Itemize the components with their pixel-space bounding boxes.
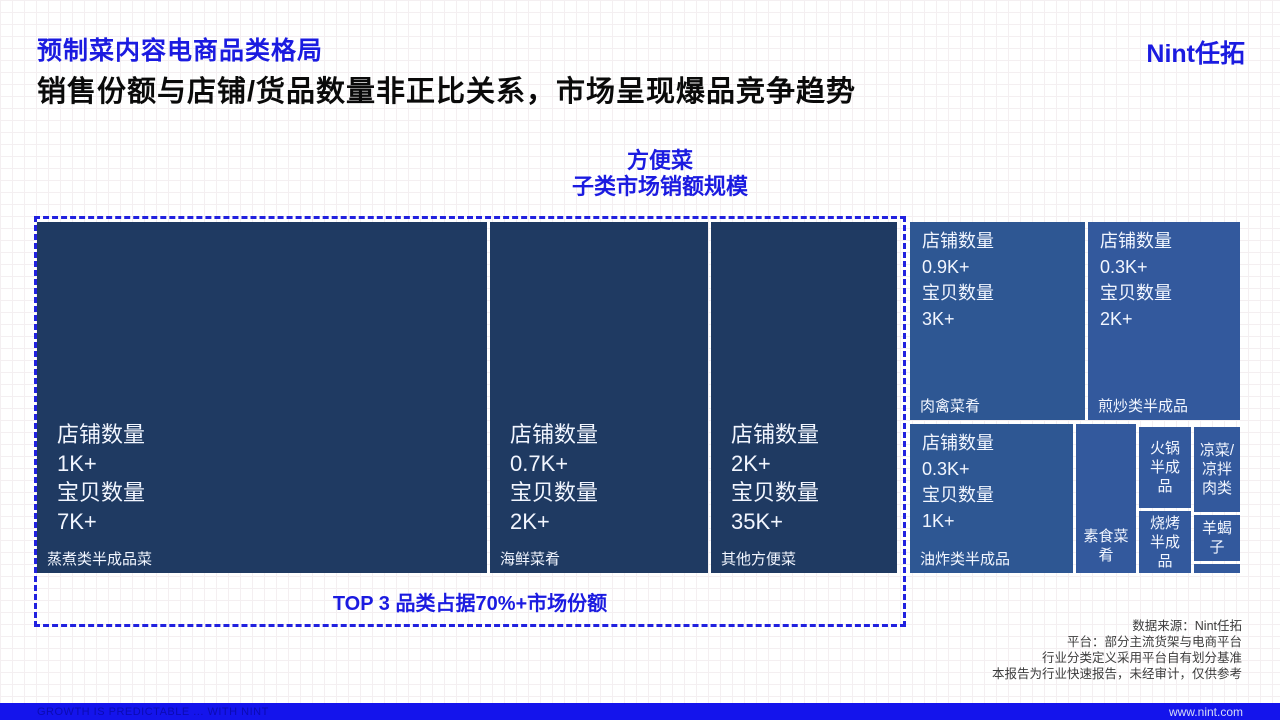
chart-title-line1: 方便菜 — [626, 148, 693, 173]
treemap-block-bbq: 烧烤半成品 — [1139, 511, 1191, 573]
items-value: 3K+ — [922, 309, 955, 329]
items-value: 35K+ — [731, 509, 783, 534]
shops-value: 0.3K+ — [1100, 257, 1148, 277]
treemap-block-fried: 店铺数量 0.3K+ 宝贝数量 1K+ 油炸类半成品 — [910, 424, 1073, 573]
shops-value: 0.7K+ — [510, 451, 569, 476]
footer-slogan: GROWTH IS PREDICTABLE ... WITH NINT — [37, 705, 269, 718]
items-value: 1K+ — [922, 511, 955, 531]
shops-value: 2K+ — [731, 451, 771, 476]
items-label: 宝贝数量 — [1100, 283, 1172, 303]
block-label: 烧烤半成品 — [1149, 514, 1180, 570]
chart-title: 方便菜 子类市场销额规模 — [460, 148, 860, 200]
source-line: 本报告为行业快速报告，未经审计，仅供参考 — [991, 667, 1242, 681]
shops-label: 店铺数量 — [1100, 231, 1172, 251]
block-label: 油炸类半成品 — [920, 551, 1011, 568]
treemap-chart: 店铺数量 1K+ 宝贝数量 7K+ 蒸煮类半成品菜 店铺数量 0.7K+ 宝贝数… — [37, 222, 1240, 573]
footer-url: www.nint.com — [1168, 704, 1243, 719]
chart-title-line2: 子类市场销额规模 — [571, 174, 748, 199]
treemap-block-sliver — [1194, 564, 1240, 573]
source-line: 行业分类定义采用平台自有划分基准 — [1041, 651, 1242, 665]
block-stats: 店铺数量 1K+ 宝贝数量 7K+ — [57, 420, 145, 536]
block-label: 素食菜肴 — [1083, 528, 1129, 564]
block-label: 肉禽菜肴 — [920, 398, 981, 415]
treemap-block-vegetarian: 素食菜肴 — [1076, 424, 1136, 573]
shops-label: 店铺数量 — [922, 231, 994, 251]
block-label: 煎炒类半成品 — [1098, 398, 1189, 415]
block-stats: 店铺数量 2K+ 宝贝数量 35K+ — [731, 420, 819, 536]
block-stats: 店铺数量 0.9K+ 宝贝数量 3K+ — [922, 228, 994, 332]
nint-logo: Nint任拓 — [1146, 40, 1245, 68]
items-label: 宝贝数量 — [510, 480, 599, 505]
block-label: 羊蝎子 — [1201, 520, 1232, 556]
items-label: 宝贝数量 — [57, 480, 146, 505]
page-subtitle: 销售份额与店铺/货品数量非正比关系，市场呈现爆品竞争趋势 — [37, 76, 857, 108]
treemap-block-cold-dish: 凉菜/凉拌肉类 — [1194, 427, 1240, 512]
shops-label: 店铺数量 — [57, 422, 146, 447]
items-label: 宝贝数量 — [922, 485, 994, 505]
shops-value: 0.9K+ — [922, 257, 970, 277]
block-label: 其他方便菜 — [721, 551, 797, 568]
data-source-note: 数据来源：Nint任拓 平台：部分主流货架与电商平台 行业分类定义采用平台自有划… — [992, 618, 1242, 682]
top3-annotation: TOP 3 品类占据70%+市场份额 — [332, 593, 608, 615]
treemap-block-steamed: 店铺数量 1K+ 宝贝数量 7K+ 蒸煮类半成品菜 — [37, 222, 487, 573]
page-title: 预制菜内容电商品类格局 — [37, 37, 324, 65]
items-label: 宝贝数量 — [922, 283, 994, 303]
block-label: 凉菜/凉拌肉类 — [1199, 442, 1235, 497]
block-label: 蒸煮类半成品菜 — [47, 551, 153, 568]
block-label: 海鲜菜肴 — [500, 551, 561, 568]
footer-bar: GROWTH IS PREDICTABLE ... WITH NINT www.… — [0, 703, 1280, 720]
items-value: 2K+ — [1100, 309, 1133, 329]
treemap-block-seafood: 店铺数量 0.7K+ 宝贝数量 2K+ 海鲜菜肴 — [490, 222, 708, 573]
source-line: 数据来源：Nint任拓 — [1132, 619, 1242, 633]
items-value: 7K+ — [57, 509, 97, 534]
source-line: 平台：部分主流货架与电商平台 — [1066, 635, 1242, 649]
shops-value: 0.3K+ — [922, 459, 970, 479]
treemap-block-lamb-spine: 羊蝎子 — [1194, 515, 1240, 561]
block-label: 火锅半成品 — [1149, 440, 1180, 495]
treemap-block-meat-poultry: 店铺数量 0.9K+ 宝贝数量 3K+ 肉禽菜肴 — [910, 222, 1085, 420]
treemap-block-hotpot: 火锅半成品 — [1139, 427, 1191, 508]
treemap-block-stir-fry: 店铺数量 0.3K+ 宝贝数量 2K+ 煎炒类半成品 — [1088, 222, 1240, 420]
treemap-block-other: 店铺数量 2K+ 宝贝数量 35K+ 其他方便菜 — [711, 222, 897, 573]
shops-value: 1K+ — [57, 451, 97, 476]
shops-label: 店铺数量 — [510, 422, 599, 447]
items-label: 宝贝数量 — [731, 480, 820, 505]
shops-label: 店铺数量 — [922, 433, 994, 453]
block-stats: 店铺数量 0.3K+ 宝贝数量 1K+ — [922, 430, 994, 534]
block-stats: 店铺数量 0.7K+ 宝贝数量 2K+ — [510, 420, 598, 536]
block-stats: 店铺数量 0.3K+ 宝贝数量 2K+ — [1100, 228, 1172, 332]
shops-label: 店铺数量 — [731, 422, 820, 447]
items-value: 2K+ — [510, 509, 550, 534]
